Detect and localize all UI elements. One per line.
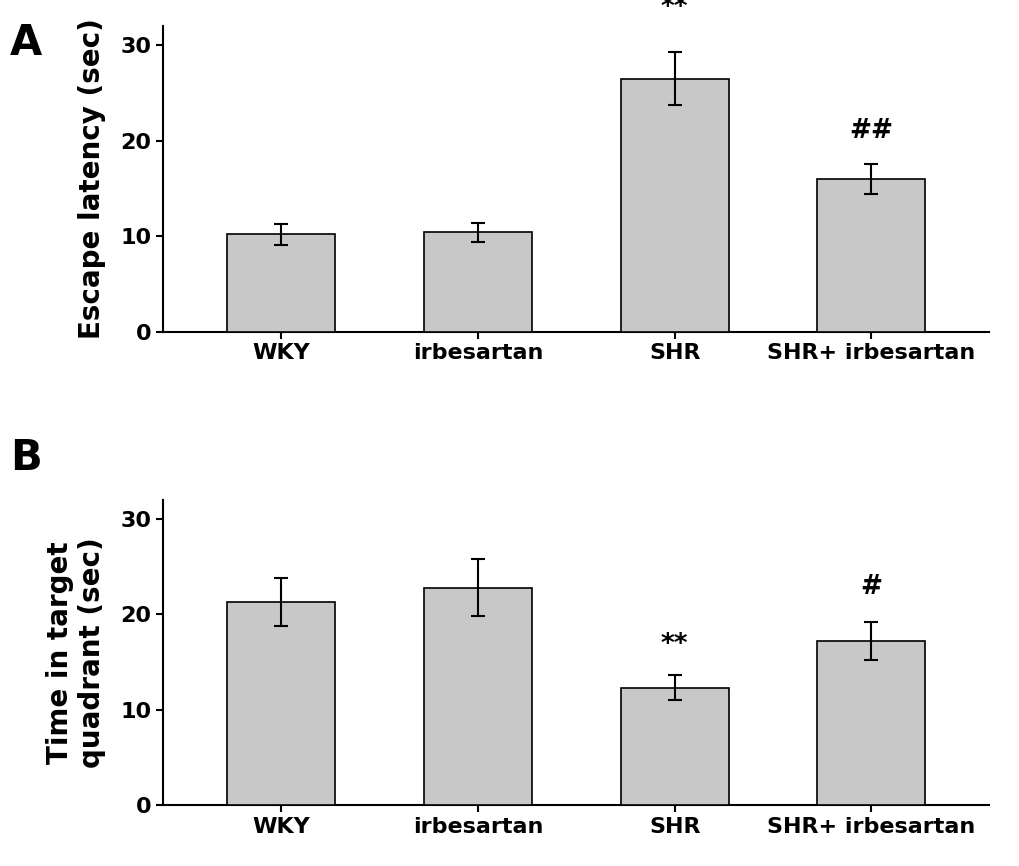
Bar <box>620 79 728 332</box>
Bar <box>620 688 728 805</box>
Bar <box>227 234 335 332</box>
Text: ##: ## <box>849 119 893 145</box>
Y-axis label: Escape latency (sec): Escape latency (sec) <box>78 18 106 339</box>
Bar <box>816 178 924 332</box>
Bar <box>227 602 335 805</box>
Text: **: ** <box>660 632 688 658</box>
Bar <box>424 232 532 332</box>
Text: A: A <box>10 22 43 63</box>
Text: **: ** <box>660 0 688 21</box>
Text: #: # <box>860 574 881 600</box>
Text: B: B <box>10 437 42 479</box>
Bar <box>424 588 532 805</box>
Bar <box>816 641 924 805</box>
Y-axis label: Time in target
quadrant (sec): Time in target quadrant (sec) <box>46 537 106 768</box>
